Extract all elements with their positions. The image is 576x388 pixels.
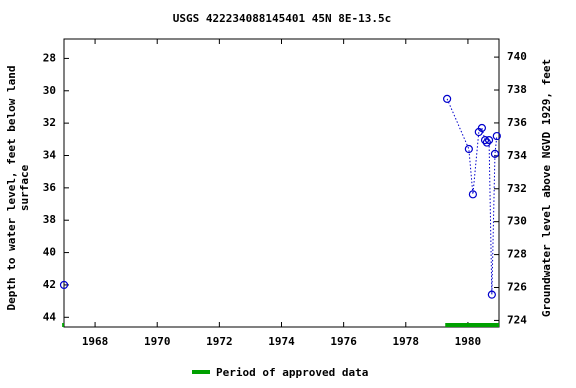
data-point [464,144,473,154]
approved-period [62,323,64,327]
data-point [59,280,69,290]
plot-frame [63,38,500,328]
x-tick-label: 1972 [206,335,233,348]
series-line [446,98,498,295]
legend-label: Period of approved data [216,366,368,379]
data-point [468,190,477,199]
y-axis-label: surface [18,164,31,211]
data-point [480,136,490,145]
y-tick-label: 44 [43,310,57,323]
y-tick-label: 30 [43,84,56,97]
y-tick-label: 28 [43,51,56,64]
data-point [477,123,487,133]
y2-tick-label: 732 [507,182,527,195]
y-tick-label: 34 [43,148,57,161]
y2-tick-label: 736 [507,116,527,129]
data-point [490,149,500,158]
y2-tick-label: 734 [507,149,527,162]
x-tick-label: 1978 [393,335,420,348]
y-tick-label: 32 [43,116,56,129]
legend-swatch [192,370,210,374]
y2-tick-label: 728 [507,248,527,261]
y-tick-label: 40 [43,246,56,259]
y2-tick-label: 738 [507,83,527,96]
y2-axis-label: Groundwater level above NGVD 1929, feet [540,59,553,317]
x-tick-label: 1974 [268,335,295,348]
y2-tick-label: 730 [507,215,527,228]
data-point [487,290,496,299]
y-tick-label: 38 [43,213,56,226]
x-tick-label: 1970 [144,335,171,348]
y-axis-label: Depth to water level, feet below land [5,65,18,310]
y2-tick-label: 740 [507,50,527,63]
y2-tick-label: 726 [507,281,527,294]
x-tick-label: 1980 [455,335,482,348]
data-point [443,94,452,103]
data-point [484,136,494,145]
data-point [492,131,501,141]
x-tick-label: 1976 [330,335,357,348]
y2-tick-label: 724 [507,313,527,326]
x-tick-label: 1968 [82,335,109,348]
data-point [482,138,491,147]
approved-period [445,323,499,327]
y-tick-label: 36 [43,181,57,194]
y-tick-label: 42 [43,278,56,291]
chart-title: USGS 422234088145401 45N 8E-13.5c [173,12,392,25]
